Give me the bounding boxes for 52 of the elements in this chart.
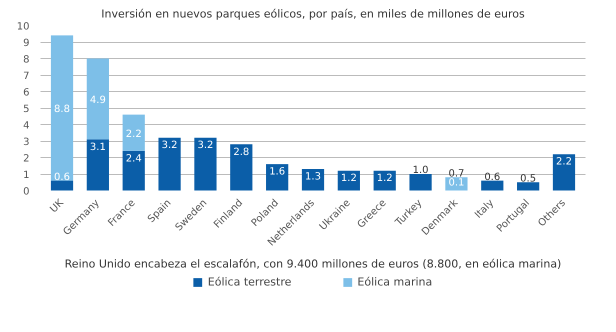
y-tick-label: 8 [23,54,30,66]
data-label: 1.2 [376,173,393,184]
bar [122,114,145,151]
data-label: 2.2 [556,156,572,168]
bar [409,174,432,190]
data-label: 0.7 [448,168,464,180]
data-label: 1.6 [269,166,286,178]
data-label: 3.2 [197,140,214,152]
y-tick-label: 9 [23,38,30,49]
bar [86,139,109,190]
data-label: 3.2 [162,140,178,152]
y-tick-label: 6 [23,88,30,98]
y-tick-label: 0 [23,186,30,198]
data-label: 8.8 [54,104,70,115]
bar [122,150,145,190]
data-label: 2.2 [126,128,142,140]
data-label: 3.1 [90,142,106,153]
data-label: 0.1 [448,177,464,188]
bar [158,138,181,190]
y-tick-label: 1 [23,170,30,181]
bar [86,58,109,140]
data-label: 0.6 [484,172,500,183]
data-label: 0.5 [520,173,536,184]
bar [517,182,540,190]
bar [481,180,504,190]
y-tick-label: 5 [23,104,30,115]
legend-label: Eólica marina [357,276,432,288]
data-label: 1.3 [305,172,321,183]
data-label: 0.6 [54,172,70,183]
bar [194,138,217,190]
y-tick-label: 10 [16,22,30,32]
y-tick-label: 7 [23,71,30,82]
bar [302,169,324,190]
data-label: 2.4 [126,153,142,164]
bar [338,170,360,190]
x-tick-label: UK [48,197,66,216]
bar [374,170,396,190]
data-label: 2.8 [233,146,250,158]
y-tick-label: 2 [23,154,30,164]
text: Reino Unido encabeza el escalafón, con 9.400 millones de euros (8.800, en eólica marina) [64,258,562,270]
bar [230,144,252,190]
legend-label: Eólica terrestre [208,276,292,288]
y-tick-label: 3 [23,137,30,148]
bar [552,154,576,190]
chart-title: Inversión en nuevos parques eólicos, por país, en miles de millones de euros [101,8,525,20]
data-label: 4.9 [90,94,106,106]
data-label: 1.0 [412,165,429,176]
bar [50,35,74,181]
data-label: 1.2 [340,173,357,184]
y-tick-label: 4 [23,120,30,132]
bar [50,180,74,190]
bar [266,164,288,190]
